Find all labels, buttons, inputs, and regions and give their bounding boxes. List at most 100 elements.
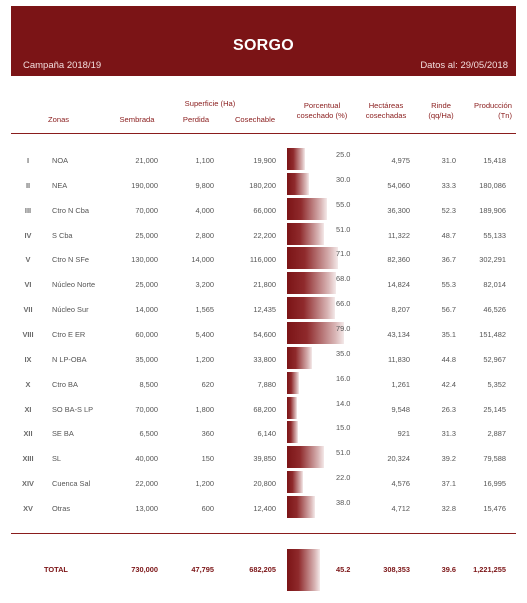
header-cosechadas: cosechadas	[365, 111, 407, 120]
cosechable-value: 12,435	[253, 305, 276, 314]
zone-number: VIII	[22, 330, 34, 339]
header-sembrada: Sembrada	[119, 115, 155, 124]
harvest-bar	[287, 372, 367, 394]
harvest-bar	[287, 223, 367, 245]
cosechable-value: 19,900	[253, 156, 276, 165]
harvest-pct: 71.0	[336, 249, 351, 258]
header-rinde-unit: (qq/Ha)	[428, 111, 454, 120]
rinde-value: 33.3	[441, 181, 456, 190]
harvest-bar-fill	[287, 322, 344, 344]
zone-name: S Cba	[52, 231, 73, 240]
page-title: SORGO	[232, 37, 295, 54]
sembrada-value: 60,000	[135, 330, 158, 339]
data-date-label: Datos al: 29/05/2018	[420, 60, 508, 71]
harvest-pct: 51.0	[336, 225, 351, 234]
produccion-value: 16,995	[483, 479, 506, 488]
hectareas-value: 82,360	[387, 255, 410, 264]
cosechable-value: 6,140	[257, 429, 277, 438]
total-perdida: 47,795	[191, 565, 214, 574]
sembrada-value: 6,500	[139, 429, 159, 438]
hectareas-value: 14,824	[387, 280, 410, 289]
harvest-bar-fill	[287, 397, 297, 419]
cosechable-value: 20,800	[253, 479, 276, 488]
rinde-value: 44.8	[441, 355, 456, 364]
total-harvest-bar-fill	[287, 549, 320, 591]
perdida-value: 3,200	[195, 280, 215, 289]
harvest-bar	[287, 347, 367, 369]
harvest-pct: 15.0	[336, 423, 351, 432]
sembrada-value: 25,000	[135, 231, 158, 240]
produccion-value: 82,014	[483, 280, 506, 289]
rinde-value: 31.3	[441, 429, 456, 438]
harvest-bar-fill	[287, 446, 324, 468]
harvest-bar	[287, 421, 367, 443]
harvest-bar	[287, 272, 367, 294]
sembrada-value: 14,000	[135, 305, 158, 314]
perdida-value: 4,000	[195, 206, 215, 215]
header-porcentual: Porcentual	[303, 101, 341, 110]
harvest-pct: 38.0	[336, 498, 351, 507]
rinde-value: 32.8	[441, 504, 456, 513]
zone-number: X	[25, 380, 31, 389]
cosechable-value: 12,400	[253, 504, 276, 513]
harvest-bar-fill	[287, 421, 298, 443]
perdida-value: 360	[201, 429, 214, 438]
produccion-value: 302,291	[479, 255, 506, 264]
hectareas-value: 8,207	[391, 305, 411, 314]
harvest-bar-fill	[287, 173, 309, 195]
zone-number: IV	[24, 231, 32, 240]
harvest-bar	[287, 173, 367, 195]
cosechable-value: 54,600	[253, 330, 276, 339]
superficie-group-header: Superficie (Ha)	[184, 99, 236, 108]
perdida-value: 1,200	[195, 355, 215, 364]
harvest-pct: 22.0	[336, 473, 351, 482]
total-harvest-bar	[287, 549, 367, 591]
harvest-pct: 79.0	[336, 324, 351, 333]
rinde-value: 39.2	[441, 454, 456, 463]
harvest-bar-fill	[287, 372, 299, 394]
rinde-value: 42.4	[441, 380, 456, 389]
produccion-value: 55,133	[483, 231, 506, 240]
cosechable-value: 180,200	[249, 181, 276, 190]
zone-name: Otras	[52, 504, 71, 513]
header-divider	[11, 133, 516, 134]
zone-number: III	[24, 206, 32, 215]
produccion-value: 15,418	[483, 156, 506, 165]
perdida-value: 5,400	[195, 330, 215, 339]
produccion-value: 52,967	[483, 355, 506, 364]
total-pct: 45.2	[336, 565, 351, 574]
produccion-value: 151,482	[479, 330, 506, 339]
perdida-value: 600	[201, 504, 214, 513]
sembrada-value: 130,000	[131, 255, 158, 264]
hectareas-value: 4,975	[391, 156, 411, 165]
harvest-bar-fill	[287, 148, 305, 170]
harvest-pct: 55.0	[336, 200, 351, 209]
zone-name: NOA	[52, 156, 69, 165]
cosechable-value: 21,800	[253, 280, 276, 289]
zone-name: Ctro E ER	[52, 330, 86, 339]
zone-name: SL	[52, 454, 62, 463]
zone-number: XII	[23, 429, 33, 438]
total-sembrada: 730,000	[131, 565, 158, 574]
cosechable-value: 66,000	[253, 206, 276, 215]
produccion-value: 5,352	[487, 380, 507, 389]
zone-number: IX	[24, 355, 32, 364]
header-produccion: Producción	[474, 101, 512, 110]
hectareas-value: 4,576	[391, 479, 411, 488]
zone-name: NEA	[52, 181, 68, 190]
cosechable-value: 7,880	[257, 380, 277, 389]
perdida-value: 1,565	[195, 305, 215, 314]
zone-name: SE BA	[52, 429, 74, 438]
header-zonas: Zonas	[48, 115, 70, 124]
zone-name: Ctro N Cba	[52, 206, 89, 215]
harvest-bar	[287, 446, 367, 468]
harvest-pct: 35.0	[336, 349, 351, 358]
cosechable-value: 39,850	[253, 454, 276, 463]
harvest-bar	[287, 198, 367, 220]
hectareas-value: 4,712	[391, 504, 411, 513]
harvest-pct: 30.0	[336, 175, 351, 184]
produccion-value: 79,588	[483, 454, 506, 463]
report-header: SORGO Campaña 2018/19 Datos al: 29/05/20…	[11, 6, 516, 76]
harvest-bar	[287, 471, 367, 493]
rinde-value: 35.1	[441, 330, 456, 339]
